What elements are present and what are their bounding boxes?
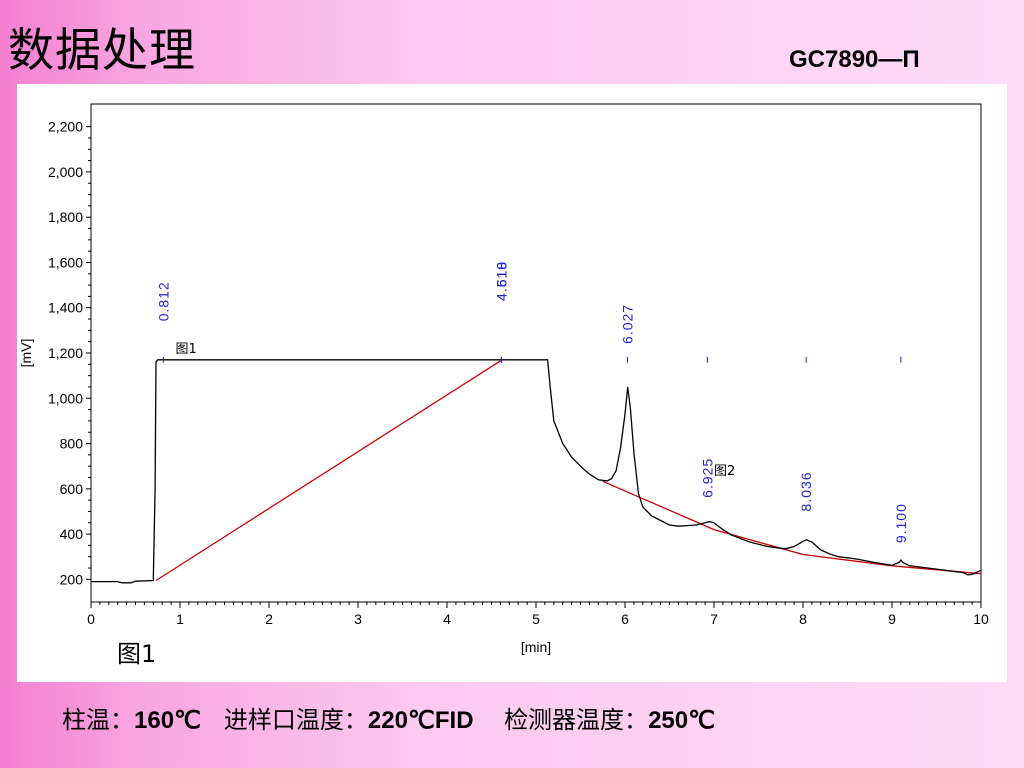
peak-label: 6.925 xyxy=(699,458,715,498)
chart-annotation: 图2 xyxy=(714,464,735,479)
baseline-segment xyxy=(155,360,501,582)
x-tick-label: 10 xyxy=(973,611,989,627)
y-axis-label: [mV] xyxy=(18,339,34,368)
y-tick-label: 1,800 xyxy=(48,209,83,225)
x-tick-label: 6 xyxy=(621,611,629,627)
y-tick-label: 800 xyxy=(60,436,84,452)
x-tick-label: 1 xyxy=(176,611,184,627)
peak-label: 4.610 xyxy=(493,261,509,301)
peak-label: 6.027 xyxy=(619,304,635,344)
detector-temp-value: 250℃ xyxy=(648,707,716,734)
y-axis-ticks: 200 400 600 800 1,000 1,200 1,400 1,600 1,800 2,0… xyxy=(48,119,91,587)
y-tick-label: 2,200 xyxy=(48,119,83,135)
column-temp-value: 160℃ xyxy=(134,707,201,734)
x-tick-label: 8 xyxy=(799,611,807,627)
annotations: 图1 图2 xyxy=(176,342,736,479)
figure-label: 图1 xyxy=(117,640,156,668)
inlet-temp-value: 220℃FID xyxy=(367,707,474,734)
x-tick-label: 3 xyxy=(354,611,362,627)
peak-label: 9.100 xyxy=(893,503,909,543)
x-axis-label: [min] xyxy=(521,639,551,655)
peak-label: 4.518 xyxy=(493,261,509,301)
signal-trace xyxy=(91,359,982,584)
peak-label: 8.036 xyxy=(798,471,814,511)
y-tick-label: 400 xyxy=(60,526,84,542)
plot-frame xyxy=(90,103,982,603)
y-tick-label: 1,200 xyxy=(48,345,83,361)
x-tick-label: 4 xyxy=(443,611,451,627)
chromatogram-chart: 200 400 600 800 1,000 1,200 1,400 1,600 1,800 2,0… xyxy=(18,103,989,668)
x-tick-label: 7 xyxy=(710,611,718,627)
chart-panel: 200 400 600 800 1,000 1,200 1,400 1,600 1,800 2,0… xyxy=(17,84,1007,682)
y-tick-label: 200 xyxy=(60,571,84,587)
x-axis-ticks: 0 1 2 3 4 5 6 7 8 9 10 xyxy=(87,602,989,627)
baseline-segment xyxy=(602,480,982,575)
y-tick-label: 600 xyxy=(60,481,84,497)
column-temp-label: 柱温： xyxy=(62,706,134,734)
y-tick-label: 1,000 xyxy=(48,390,83,406)
x-tick-label: 5 xyxy=(532,611,540,627)
instrument-label: GC7890—Π xyxy=(789,46,920,73)
baseline-layer xyxy=(155,360,982,582)
x-tick-label: 0 xyxy=(87,611,95,627)
x-tick-label: 2 xyxy=(265,611,273,627)
conditions-footer: 柱温：160℃ 进样口温度：220℃FID 检测器温度：250℃ xyxy=(62,700,715,735)
peak-label: 0.812 xyxy=(155,281,171,321)
inlet-temp-label: 进样口温度： xyxy=(223,706,368,734)
slide-title: 数据处理 xyxy=(8,23,196,77)
y-tick-label: 1,600 xyxy=(48,254,83,270)
chart-annotation: 图1 xyxy=(176,342,197,357)
detector-temp-label: 检测器温度： xyxy=(504,706,649,734)
y-tick-label: 1,400 xyxy=(48,300,83,316)
y-tick-label: 2,000 xyxy=(48,164,83,180)
x-tick-label: 9 xyxy=(888,611,896,627)
